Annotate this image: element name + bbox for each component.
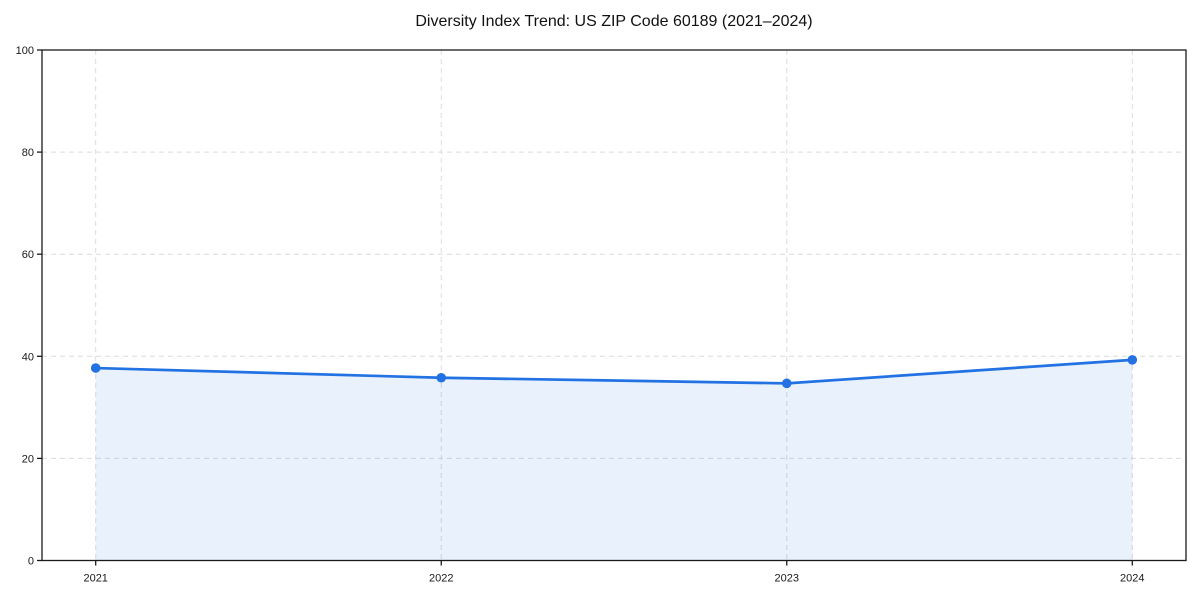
data-point — [90, 363, 101, 373]
y-tick-label: 0 — [28, 556, 34, 568]
x-tick-label: 2021 — [83, 573, 107, 585]
data-point — [1127, 355, 1138, 365]
data-point — [781, 378, 792, 389]
y-tick-label: 80 — [22, 147, 34, 159]
x-tick-label: 2022 — [429, 573, 453, 585]
chart-title: Diversity Index Trend: US ZIP Code 60189… — [415, 13, 813, 30]
plot-box — [41, 49, 1187, 562]
y-tick-label: 60 — [22, 249, 34, 261]
y-tick-label: 40 — [22, 351, 34, 363]
x-tick-label: 2024 — [1120, 573, 1144, 585]
x-tick-label: 2023 — [775, 573, 799, 585]
data-point — [436, 372, 447, 383]
y-tick-label: 20 — [22, 453, 34, 465]
area-fill — [95, 359, 1133, 561]
trend-line — [94, 358, 1134, 385]
y-tick-label: 100 — [16, 45, 34, 57]
